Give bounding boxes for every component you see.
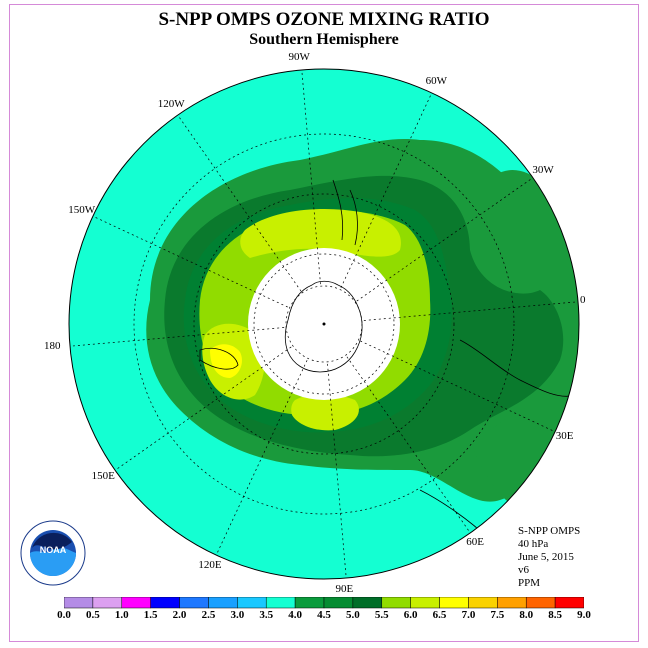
logo-wave	[30, 547, 76, 576]
colorbar-cell	[92, 597, 123, 609]
colorbar-cell	[352, 597, 383, 609]
longitude-label: 120E	[198, 558, 222, 571]
instrument-label: S-NPP OMPS	[518, 525, 581, 537]
logo-text: NOAA	[40, 545, 67, 555]
colorbar-tick-label: 1.5	[143, 609, 158, 621]
longitude-label: 180	[44, 340, 61, 353]
colorbar-tick-label: 4.0	[288, 609, 302, 621]
meridian-line	[327, 363, 347, 579]
meridian-line	[92, 215, 288, 308]
map-subtitle: Southern Hemisphere	[249, 31, 399, 48]
longitude-label: 120W	[157, 98, 185, 111]
africa-coast	[459, 339, 576, 397]
colorbar-cell	[554, 597, 584, 609]
new-zealand-coast	[199, 348, 239, 370]
longitude-label: 0	[579, 293, 586, 306]
colorbar-tick-label: 6.0	[403, 609, 418, 621]
ozone-band-6.5-7.0	[210, 344, 242, 378]
colorbar-cell	[64, 597, 94, 609]
colorbar-tick-label: 2.5	[201, 609, 216, 621]
meridian-line	[346, 356, 471, 534]
colorbar-cell	[410, 597, 440, 609]
colorbar-tick-label: 0.0	[57, 609, 71, 621]
colorbar-cell	[439, 597, 469, 609]
south-america-coast-east	[349, 189, 358, 246]
colorbar-tick-label: 7.5	[490, 609, 505, 621]
info-block: S-NPP OMPS 40 hPa June 5, 2015 v6 PPM	[518, 525, 580, 590]
colorbar-tick-label: 7.0	[461, 609, 476, 621]
meridian-line	[215, 360, 308, 556]
colorbar-tick-label: 3.5	[259, 609, 274, 621]
colorbar-tick-label: 0.5	[86, 609, 100, 621]
meridian-line	[114, 346, 292, 471]
colorbar-tick-label: 5.0	[346, 609, 360, 621]
plot-frame	[9, 4, 639, 642]
latitude-circle	[133, 133, 515, 515]
meridian-line	[356, 177, 534, 302]
longitude-label: 90E	[335, 582, 354, 595]
latitude-circle	[285, 285, 363, 363]
meridian-line	[363, 301, 579, 321]
longitude-label: 60W	[425, 75, 448, 88]
colorbar-cell	[265, 597, 296, 609]
map-title: S-NPP OMPS OZONE MIXING RATIO	[158, 9, 490, 30]
longitude-label: 30W	[532, 163, 554, 176]
colorbar-cell	[237, 597, 267, 609]
map-boundary	[68, 68, 580, 580]
colorbar-tick-label: 4.5	[317, 609, 331, 621]
colorbar-tick-label: 2.0	[172, 609, 187, 621]
colorbar-cell	[381, 597, 411, 609]
colorbar-cell	[468, 597, 498, 609]
units-label: PPM	[518, 577, 541, 589]
meridian-line	[301, 69, 321, 285]
meridian-line	[177, 114, 302, 292]
pressure-level-label: 40 hPa	[518, 538, 549, 550]
colorbar-cell	[179, 597, 209, 609]
colorbar-tick-label: 8.0	[519, 609, 534, 621]
date-label: June 5, 2015	[518, 551, 574, 563]
meridian-line	[69, 327, 285, 347]
colorbar-cell	[497, 597, 527, 609]
south-pole-point	[322, 322, 326, 326]
meridian-line	[360, 340, 556, 433]
colorbar-tick-label: 1.0	[114, 609, 129, 621]
south-america-coast-west	[332, 179, 344, 241]
colorbar-cell	[294, 597, 325, 609]
lat-lon-grid	[133, 133, 515, 515]
logo-bird	[32, 532, 72, 550]
ozone-band-6.0-6.5-south	[291, 394, 359, 431]
colorbar	[64, 597, 584, 609]
noaa-logo: NOAA	[20, 520, 86, 586]
longitude-label: 30E	[555, 429, 574, 442]
colorbar-cell	[323, 597, 354, 609]
version-label: v6	[518, 564, 529, 576]
ozone-field	[69, 69, 579, 579]
longitude-label: 90W	[288, 51, 310, 64]
latitude-circle	[253, 253, 395, 395]
colorbar-cell	[121, 597, 151, 609]
colorbar-cell	[150, 597, 180, 609]
colorbar-tick-label: 5.5	[374, 609, 389, 621]
colorbar-tick-label: 3.0	[230, 609, 245, 621]
meridian-line	[340, 92, 433, 288]
antarctica-coast	[284, 280, 363, 373]
colorbar-cell	[525, 597, 556, 609]
colorbar-tick-label: 8.5	[548, 609, 562, 621]
longitude-label: 60E	[466, 535, 485, 548]
latitude-circle	[193, 193, 455, 455]
meridian-lines	[69, 69, 579, 579]
longitude-label: 150W	[68, 204, 96, 217]
colorbar-tick-label: 9.0	[577, 609, 591, 621]
colorbar-tick-label: 6.5	[432, 609, 447, 621]
longitude-label: 150E	[91, 470, 115, 483]
colorbar-cell	[208, 597, 238, 609]
